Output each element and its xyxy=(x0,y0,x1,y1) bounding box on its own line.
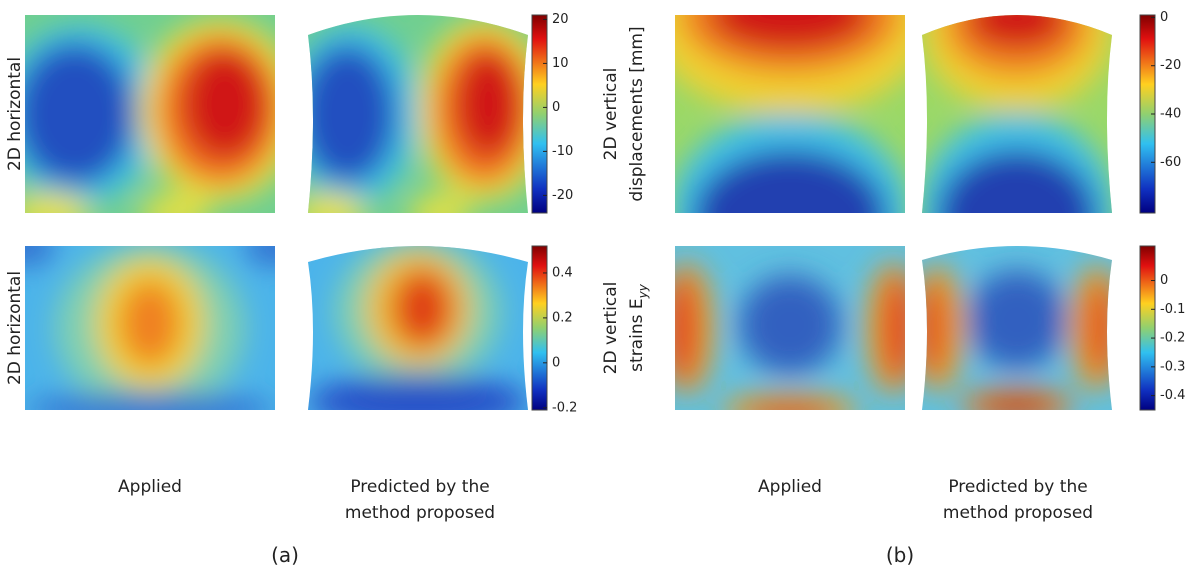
heatmap-blobs xyxy=(25,18,275,213)
colorbar-tick-label: 0.4 xyxy=(552,265,573,280)
heatmap-blobs xyxy=(25,246,275,410)
colorbar-tick-label: 0.2 xyxy=(552,310,573,325)
colorbar-tick-label: -20 xyxy=(552,188,573,203)
heatmap-blob xyxy=(1089,278,1112,378)
heatmap-blob xyxy=(25,393,275,410)
heatmap-blob xyxy=(25,42,135,186)
heatmap-blob xyxy=(308,44,397,184)
heatmap-blob xyxy=(744,405,836,410)
heatmap-blob xyxy=(455,50,522,158)
heatmap xyxy=(922,246,1112,410)
heatmap-blob xyxy=(967,15,1067,49)
row-label: 2D horizontal xyxy=(5,271,25,385)
row-label-text: displacements [mm] xyxy=(627,26,647,201)
row-label: strains Eyy xyxy=(627,283,650,372)
column-label: Predicted by the xyxy=(350,477,489,497)
column-label: method proposed xyxy=(943,503,1093,523)
colorbar-tick-label: -0.2 xyxy=(1160,331,1185,346)
colorbar-tick-label: 10 xyxy=(552,56,569,71)
heatmap-blob xyxy=(739,275,841,374)
heatmap-blobs xyxy=(922,15,1112,213)
heatmap-blob xyxy=(182,48,268,160)
row-label-text: 2D vertical xyxy=(601,68,621,161)
column-label: Applied xyxy=(758,477,822,497)
colorbar xyxy=(531,14,548,214)
heatmap-blob xyxy=(140,195,210,213)
heatmap-blobs xyxy=(308,246,528,410)
heatmap xyxy=(675,15,905,213)
colorbar xyxy=(531,245,548,411)
panel: (a) Applied Predicted by the method propose… xyxy=(5,12,577,567)
heatmap-blob xyxy=(245,246,275,266)
row-label-text: 2D vertical xyxy=(601,282,621,375)
row-label: 2D horizontal xyxy=(5,57,25,171)
colorbar-tick-label: -20 xyxy=(1160,58,1181,73)
heatmap-blob xyxy=(922,278,943,378)
heatmap-blob xyxy=(884,272,905,384)
heatmap xyxy=(308,246,528,410)
heatmap xyxy=(25,246,275,410)
heatmap xyxy=(922,15,1112,213)
colorbar-tick-label: -0.3 xyxy=(1160,359,1185,374)
colorbar-tick-label: -0.2 xyxy=(552,400,577,415)
heatmap xyxy=(308,15,528,213)
heatmap-blob xyxy=(308,193,366,213)
heatmap-blob xyxy=(25,246,55,266)
heatmap-blob xyxy=(709,15,871,51)
heatmap-blob xyxy=(967,270,1067,369)
heatmap-blob xyxy=(937,149,1097,213)
row-label-text: 2D horizontal xyxy=(5,57,25,171)
heatmap-blob xyxy=(679,15,901,75)
colorbar-tick-label: -40 xyxy=(1160,107,1181,122)
heatmap-blobs xyxy=(308,18,528,213)
colorbar-tick-label: -10 xyxy=(552,144,573,159)
heatmap-blob xyxy=(675,114,905,213)
colorbar-tick-label: -60 xyxy=(1160,155,1181,170)
heatmap-blob xyxy=(979,398,1055,410)
row-label-subscript: yy xyxy=(636,283,650,299)
row-label: displacements [mm] xyxy=(627,26,647,201)
colorbar-tick-label: 0 xyxy=(552,355,560,370)
column-label: Applied xyxy=(118,477,182,497)
column-label: Predicted by the xyxy=(948,477,1087,497)
heatmap-blob xyxy=(25,193,90,213)
heatmap-blobs xyxy=(675,15,905,213)
colorbar-tick-label: 0 xyxy=(1160,273,1168,288)
heatmap-blob xyxy=(693,149,887,213)
heatmap-blob xyxy=(922,114,1112,213)
colorbar-tick-label: -0.4 xyxy=(1160,388,1185,403)
row-label-text: 2D horizontal xyxy=(5,271,25,385)
row-label: 2D vertical xyxy=(601,282,621,375)
heatmap xyxy=(675,246,905,410)
panel-label: (b) xyxy=(886,543,914,567)
row-label: 2D vertical xyxy=(601,68,621,161)
colorbar-tick-label: 0 xyxy=(552,100,560,115)
column-label: method proposed xyxy=(345,503,495,523)
panel-label: (a) xyxy=(271,543,299,567)
heatmap-blobs xyxy=(675,262,905,410)
heatmap-blob xyxy=(721,393,859,410)
row-label-text: strains E xyxy=(627,298,647,371)
colorbar xyxy=(1139,245,1156,411)
heatmap xyxy=(25,15,275,213)
heatmap-blob xyxy=(409,195,471,213)
colorbar-tick-label: 20 xyxy=(552,12,569,27)
panel: (b) Applied Predicted by the method propose… xyxy=(601,10,1185,567)
heatmap-blob xyxy=(675,272,696,384)
colorbar-tick-label: 0 xyxy=(1160,10,1168,25)
heatmap-blob xyxy=(120,280,180,366)
colorbar-tick-label: -0.1 xyxy=(1160,302,1185,317)
heatmap-blob xyxy=(308,375,528,410)
heatmap-blob xyxy=(391,268,454,348)
